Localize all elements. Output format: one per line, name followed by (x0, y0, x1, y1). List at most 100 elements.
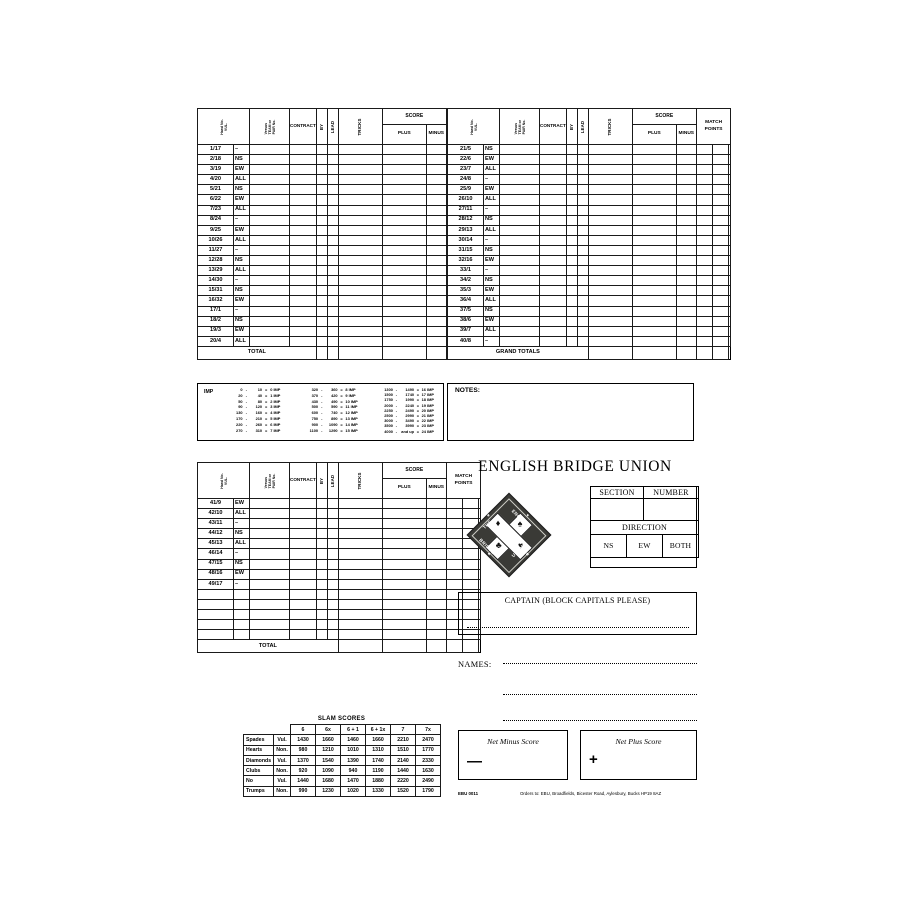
cell-minus[interactable] (675, 295, 697, 307)
total-cell[interactable] (381, 639, 427, 654)
cell-tricks[interactable] (587, 194, 633, 206)
cell-by[interactable] (315, 558, 328, 570)
cell-minus[interactable] (425, 204, 447, 216)
cell-lead[interactable] (326, 224, 339, 236)
cell-by[interactable] (315, 325, 328, 337)
cell-contract[interactable] (289, 497, 317, 510)
cell-lead[interactable] (326, 214, 339, 226)
table-row[interactable]: 13/29 ALL (197, 265, 482, 277)
total-cell[interactable] (425, 345, 447, 360)
cell-tricks[interactable] (337, 538, 383, 550)
cell-tricks[interactable] (337, 558, 383, 570)
cell-by[interactable] (565, 174, 578, 186)
cell-lead[interactable] (326, 325, 339, 337)
cell-contract[interactable] (539, 295, 567, 307)
cell-lead[interactable] (326, 558, 339, 570)
table-row[interactable]: 29/13 ALL (447, 224, 732, 236)
cell-plus[interactable] (381, 214, 427, 226)
cell-minus[interactable] (425, 629, 447, 641)
cell-minus[interactable] (425, 295, 447, 307)
cell-by[interactable] (315, 174, 328, 186)
cell-contract[interactable] (539, 244, 567, 257)
cell-contract[interactable] (289, 619, 317, 631)
table-row[interactable]: 33/1– (447, 265, 732, 277)
cell-contract[interactable] (539, 305, 567, 317)
cell-by[interactable] (315, 255, 328, 267)
cell-contract[interactable] (289, 255, 317, 267)
cell-minus[interactable] (425, 619, 447, 631)
total-cell[interactable] (425, 639, 447, 654)
table-row[interactable]: 8/24– (197, 214, 482, 226)
cell-tricks[interactable] (337, 285, 383, 297)
cell-by[interactable] (315, 244, 328, 257)
cell-versus[interactable] (249, 588, 290, 600)
cell-versus[interactable] (249, 325, 290, 337)
cell-mp3[interactable] (727, 143, 732, 156)
cell-mp3[interactable] (727, 255, 732, 267)
cell-by[interactable] (315, 285, 328, 297)
cell-plus[interactable] (381, 528, 427, 540)
cell-plus[interactable] (631, 285, 677, 297)
cell-tricks[interactable] (587, 305, 633, 317)
cell-versus[interactable] (249, 234, 290, 246)
cell-plus[interactable] (631, 315, 677, 327)
cell-contract[interactable] (289, 315, 317, 327)
cell-plus[interactable] (381, 174, 427, 186)
cell-versus[interactable] (249, 305, 290, 317)
cell-tricks[interactable] (337, 204, 383, 216)
cell-mp1[interactable] (695, 214, 713, 226)
table-row[interactable]: 40/8– (447, 335, 732, 347)
cell-contract[interactable] (289, 285, 317, 297)
cell-mp3[interactable] (727, 265, 732, 277)
cell-plus[interactable] (381, 224, 427, 236)
table-row[interactable]: 15/31 NS (197, 285, 482, 297)
table-row[interactable]: 27/11– (447, 204, 732, 216)
cell-mp3[interactable] (727, 194, 732, 206)
cell-minus[interactable] (425, 568, 447, 580)
cell-lead[interactable] (576, 214, 589, 226)
cell-plus[interactable] (381, 518, 427, 530)
cell-contract[interactable] (289, 629, 317, 641)
cell-mp2[interactable] (711, 295, 729, 307)
cell-by[interactable] (565, 234, 578, 246)
cell-mp2[interactable] (711, 164, 729, 176)
cell-lead[interactable] (326, 295, 339, 307)
cell-contract[interactable] (289, 204, 317, 216)
cell-by[interactable] (565, 164, 578, 176)
cell-by[interactable] (565, 154, 578, 166)
cell-contract[interactable] (289, 275, 317, 287)
cell-by[interactable] (565, 275, 578, 287)
cell-minus[interactable] (425, 285, 447, 297)
cell-by[interactable] (315, 588, 328, 600)
cell-by[interactable] (565, 143, 578, 156)
cell-versus[interactable] (249, 508, 290, 520)
cell-lead[interactable] (576, 335, 589, 347)
cell-by[interactable] (565, 224, 578, 236)
cell-tricks[interactable] (337, 629, 383, 641)
cell-lead[interactable] (326, 204, 339, 216)
cell-by[interactable] (315, 508, 328, 520)
cell-minus[interactable] (425, 265, 447, 277)
cell-tricks[interactable] (587, 164, 633, 176)
cell-mp2[interactable] (711, 234, 729, 246)
cell-tricks[interactable] (337, 609, 383, 621)
cell-lead[interactable] (326, 265, 339, 277)
cell-minus[interactable] (425, 184, 447, 196)
cell-lead[interactable] (576, 295, 589, 307)
cell-plus[interactable] (381, 609, 427, 621)
cell-minus[interactable] (425, 528, 447, 540)
cell-plus[interactable] (631, 244, 677, 257)
cell-contract[interactable] (289, 528, 317, 540)
cell-by[interactable] (315, 497, 328, 510)
table-row[interactable]: 45/13 ALL (197, 538, 482, 550)
cell-contract[interactable] (289, 609, 317, 621)
cell-by[interactable] (315, 315, 328, 327)
cell-by[interactable] (315, 538, 328, 550)
cell-plus[interactable] (381, 234, 427, 246)
table-row[interactable]: 42/10 ALL (197, 508, 482, 520)
cell-tricks[interactable] (587, 285, 633, 297)
cell-versus[interactable] (499, 234, 540, 246)
cell-plus[interactable] (381, 204, 427, 216)
cell-by[interactable] (315, 265, 328, 277)
cell-by[interactable] (315, 194, 328, 206)
